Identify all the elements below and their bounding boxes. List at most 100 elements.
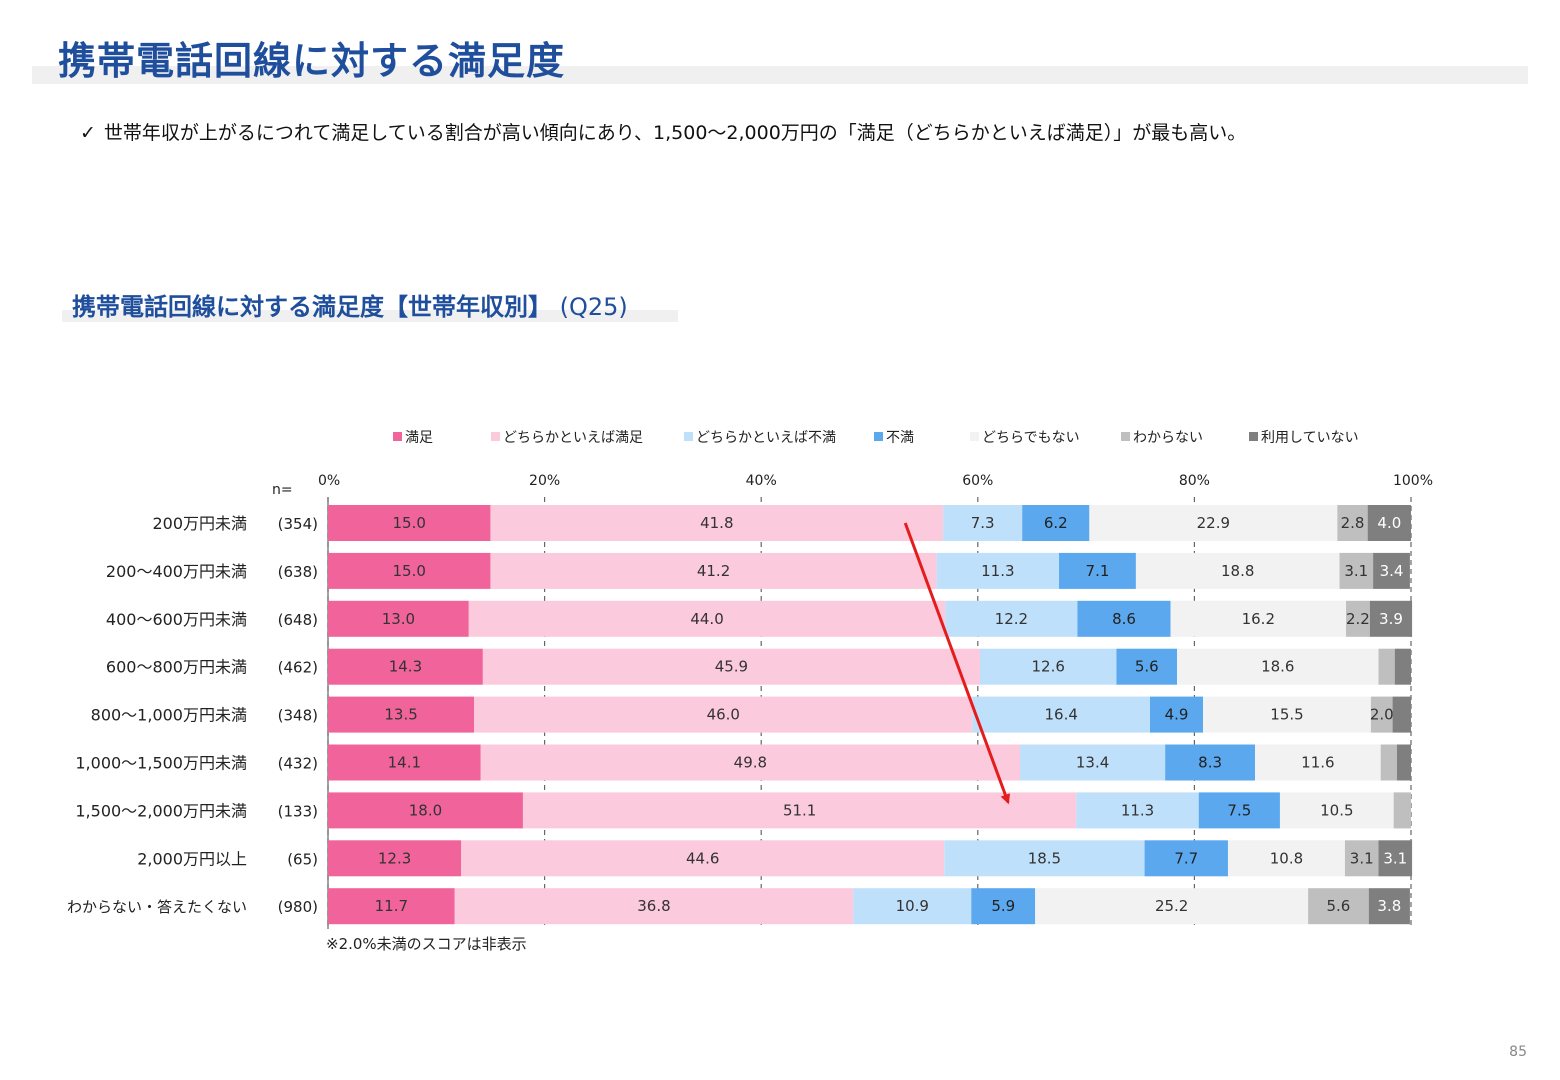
bar-segment bbox=[1089, 505, 1338, 541]
chart-row: 1,000～1,500万円未満 (432) 14.1 49.8 13.4 8.3 11.6 bbox=[75, 744, 1411, 781]
bar-segment bbox=[328, 840, 462, 877]
bar-segment bbox=[490, 505, 944, 541]
data-label: 3.8 bbox=[1377, 897, 1401, 915]
data-label: 2.0 bbox=[1370, 706, 1394, 724]
data-label: 14.1 bbox=[388, 754, 421, 772]
bar-segment bbox=[1370, 696, 1393, 733]
chart-row: 2,000万円以上 (65) 12.3 44.6 18.5 7.7 10.8 3.1 3.1 bbox=[137, 840, 1413, 877]
bar-segment bbox=[1177, 648, 1379, 685]
data-label: 15.5 bbox=[1270, 706, 1303, 724]
n-value: (980) bbox=[278, 898, 318, 916]
bar-segment bbox=[936, 552, 1060, 589]
chart-row: 600～800万円未満 (462) 14.3 45.9 12.6 5.6 18.6 bbox=[106, 648, 1411, 685]
footnote: ※2.0%未満のスコアは非表示 bbox=[326, 935, 527, 953]
bar-segment bbox=[480, 744, 1021, 781]
legend-swatch bbox=[970, 432, 979, 441]
data-label: 51.1 bbox=[783, 801, 816, 819]
data-label: 41.2 bbox=[697, 562, 730, 580]
data-label: 3.1 bbox=[1350, 849, 1374, 867]
bar-segment bbox=[328, 744, 481, 781]
data-label: 13.4 bbox=[1076, 754, 1109, 772]
bar-segment bbox=[328, 505, 491, 541]
bar-segment bbox=[1135, 552, 1340, 589]
bar-segment bbox=[1116, 648, 1178, 685]
legend-swatch bbox=[684, 432, 693, 441]
legend-label: わからない bbox=[1133, 430, 1203, 446]
chart-legend: 満足 どちらかといえば満足 どちらかといえば不満 不満 どちらでもない わからない 利用して… bbox=[393, 430, 1359, 446]
legend-label: 満足 bbox=[405, 430, 433, 446]
data-label: 12.3 bbox=[378, 849, 411, 867]
chart-subtitle-main: 携帯電話回線に対する満足度【世帯年収別】 bbox=[72, 293, 552, 321]
legend-label: 利用していない bbox=[1261, 430, 1359, 446]
bar-segment bbox=[328, 648, 483, 685]
n-value: (354) bbox=[278, 515, 318, 533]
data-label: 11.3 bbox=[981, 562, 1014, 580]
legend-swatch bbox=[1249, 432, 1258, 441]
data-label: 2.2 bbox=[1346, 610, 1370, 628]
chart-subtitle: 携帯電話回線に対する満足度【世帯年収別】 (Q25) bbox=[72, 287, 628, 322]
data-label: 12.6 bbox=[1031, 658, 1064, 676]
data-label: 5.6 bbox=[1327, 897, 1351, 915]
data-label: 16.4 bbox=[1044, 706, 1077, 724]
x-tick-label: 60% bbox=[962, 473, 993, 489]
data-label: 10.5 bbox=[1320, 801, 1353, 819]
chart-row: 1,500～2,000万円未満 (133) 18.0 51.1 11.3 7.5 10.5 bbox=[75, 792, 1411, 829]
data-label: 8.6 bbox=[1112, 610, 1136, 628]
data-label: 13.0 bbox=[382, 610, 415, 628]
n-label: n= bbox=[272, 482, 293, 498]
bar-segment bbox=[1392, 696, 1411, 733]
chart-row: 800～1,000万円未満 (348) 13.5 46.0 16.4 4.9 15.5 2.0 bbox=[91, 696, 1411, 733]
n-value: (462) bbox=[278, 659, 318, 677]
data-label: 2.8 bbox=[1341, 514, 1365, 532]
bar-segment bbox=[1020, 744, 1166, 781]
data-label: 5.6 bbox=[1135, 658, 1159, 676]
chart-subtitle-question: (Q25) bbox=[559, 293, 628, 321]
data-label: 49.8 bbox=[734, 754, 767, 772]
bar-segment bbox=[1144, 840, 1228, 877]
n-value: (648) bbox=[278, 611, 318, 629]
bar-segment bbox=[979, 648, 1117, 685]
category-label: 200～400万円未満 bbox=[106, 562, 247, 581]
x-tick-label: 80% bbox=[1179, 473, 1210, 489]
legend-swatch bbox=[1121, 432, 1130, 441]
bar-segment bbox=[328, 696, 475, 733]
data-label: 25.2 bbox=[1155, 897, 1188, 915]
data-label: 13.5 bbox=[384, 706, 417, 724]
n-value: (133) bbox=[278, 802, 318, 820]
bar-segment bbox=[1076, 792, 1199, 829]
data-label: 4.0 bbox=[1377, 514, 1401, 532]
data-label: 7.7 bbox=[1174, 849, 1198, 867]
bar-segment bbox=[1227, 840, 1345, 877]
bar-segment bbox=[971, 888, 1036, 925]
chart-annotation bbox=[903, 522, 1011, 805]
bar-segment bbox=[1373, 552, 1410, 589]
data-label: 22.9 bbox=[1197, 514, 1230, 532]
bar-segment bbox=[454, 888, 854, 925]
summary-bullet: ✓ 世帯年収が上がるにつれて満足している割合が高い傾向にあり、1,500～2,00… bbox=[80, 118, 1246, 145]
data-label: 11.3 bbox=[1121, 801, 1154, 819]
data-label: 10.8 bbox=[1270, 849, 1303, 867]
x-tick-label: 20% bbox=[529, 473, 560, 489]
bar-segment bbox=[1170, 600, 1347, 637]
data-label: 8.3 bbox=[1198, 754, 1222, 772]
bar-segment bbox=[1203, 696, 1371, 733]
data-label: 45.9 bbox=[715, 658, 748, 676]
legend-swatch bbox=[874, 432, 883, 441]
data-label: 3.1 bbox=[1344, 562, 1368, 580]
bar-segment bbox=[943, 505, 1023, 541]
chart-row: 200～400万円未満 (638) 15.0 41.2 11.3 7.1 18.8 3.1 3.… bbox=[106, 552, 1410, 589]
bar-segment bbox=[1367, 505, 1411, 541]
bar-segment bbox=[482, 648, 980, 685]
page-number: 85 bbox=[1509, 1044, 1527, 1060]
data-label: 11.6 bbox=[1301, 754, 1334, 772]
data-label: 44.6 bbox=[686, 849, 719, 867]
data-label: 18.5 bbox=[1028, 849, 1061, 867]
data-label: 10.9 bbox=[896, 897, 929, 915]
chart-rows: 200万円未満 (354) 15.0 41.8 7.3 6.2 22.9 2.8 4.0 200～… bbox=[67, 505, 1413, 925]
bar-segment bbox=[853, 888, 972, 925]
data-label: 14.3 bbox=[389, 658, 422, 676]
bar-segment bbox=[328, 552, 491, 589]
bar-segment bbox=[474, 696, 973, 733]
data-label: 3.4 bbox=[1380, 562, 1404, 580]
